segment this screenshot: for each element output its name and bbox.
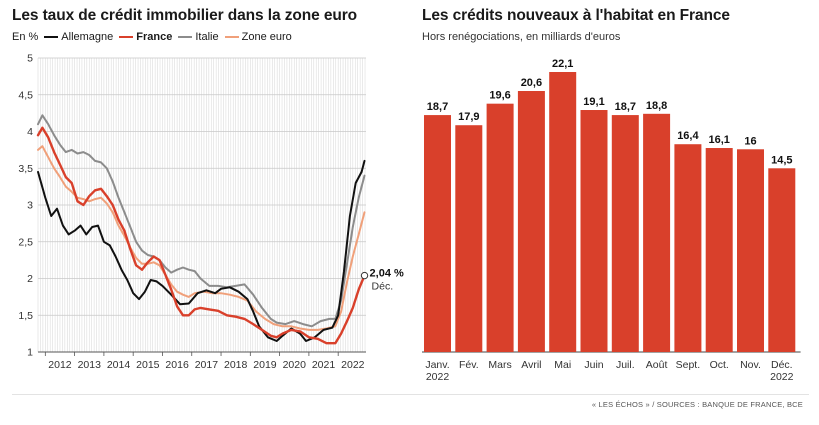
left-chart-title: Les taux de crédit immobilier dans la zo…	[12, 7, 358, 24]
x-tick-label: 2018	[224, 359, 248, 371]
bar-category-label: Juin	[584, 359, 603, 371]
bar-category-label: Juil.	[616, 359, 635, 371]
legend-label-italy: Italie	[195, 31, 219, 43]
legend-item-eurozone: Zone euro	[224, 31, 292, 43]
bar	[674, 144, 702, 352]
bar-value-label: 18,8	[646, 100, 667, 112]
bar-category-label: Fév.	[459, 359, 479, 371]
bar-value-label: 18,7	[615, 101, 636, 113]
y-tick-label: 2	[27, 273, 33, 285]
legend-swatch-italy	[178, 35, 193, 39]
bar-value-label: 18,7	[427, 101, 448, 113]
y-tick-label: 4	[27, 126, 33, 138]
bar-value-label: 16	[744, 135, 756, 147]
bar-category-label: Nov.	[740, 359, 761, 371]
bar-category-label: Mars	[488, 359, 511, 371]
y-tick-label: 4,5	[18, 89, 33, 101]
x-tick-label: 2012	[48, 359, 72, 371]
x-tick-label: 2013	[78, 359, 102, 371]
bar-value-label: 20,6	[521, 77, 542, 89]
bar-value-label: 17,9	[458, 111, 479, 123]
bar-value-label: 19,1	[583, 96, 604, 108]
bar	[486, 103, 514, 352]
right-chart-subtitle: Hors renégociations, en milliards d'euro…	[422, 31, 621, 43]
bar-category-label: Mai	[554, 359, 571, 371]
bar-category-label: Oct.	[710, 359, 729, 371]
annotation-marker	[360, 271, 369, 280]
legend-label-france: France	[136, 31, 173, 43]
bar-category-label: 2022	[426, 371, 450, 383]
legend-item-france: France	[119, 31, 172, 43]
bar-value-label: 14,5	[771, 154, 792, 166]
bar-category-label: Avril	[521, 359, 541, 371]
unit-label: En %	[12, 31, 39, 43]
footer-divider	[12, 394, 809, 395]
annotation-month: Déc.	[372, 281, 394, 293]
y-tick-label: 3,5	[18, 163, 33, 175]
x-tick-label: 2021	[312, 359, 336, 371]
bar-value-label: 16,1	[708, 134, 729, 146]
y-tick-label: 3	[27, 200, 33, 212]
bar	[580, 110, 608, 352]
bar	[643, 113, 671, 352]
x-tick-label: 2016	[165, 359, 189, 371]
legend-swatch-eurozone	[224, 35, 239, 39]
bar	[455, 125, 483, 352]
legend-item-germany: Allemagne	[44, 31, 113, 43]
line-chart-legend: En % Allemagne France Italie Zone euro	[12, 31, 298, 43]
bar-category-label: Déc.	[771, 359, 793, 371]
bar-value-label: 22,1	[552, 58, 573, 70]
bar	[549, 72, 577, 352]
legend-label-eurozone: Zone euro	[241, 31, 292, 43]
bar	[517, 91, 545, 353]
bar	[768, 168, 796, 352]
y-tick-label: 1,5	[18, 310, 33, 322]
bar	[705, 148, 733, 352]
x-tick-label: 2022	[341, 359, 365, 371]
bar	[737, 149, 764, 352]
x-tick-label: 2014	[107, 359, 131, 371]
legend-label-germany: Allemagne	[61, 31, 114, 43]
x-tick-label: 2020	[283, 359, 307, 371]
bar-category-label: Janv.	[425, 359, 449, 371]
y-tick-label: 5	[27, 53, 33, 65]
legend-item-italy: Italie	[178, 31, 219, 43]
bar-category-label: Sept.	[676, 359, 701, 371]
y-tick-label: 2,5	[18, 236, 33, 248]
bar-value-label: 19,6	[489, 90, 510, 102]
bar-category-label: 2022	[770, 371, 794, 383]
annotation-value: 2,04 %	[370, 268, 404, 280]
bar-category-label: Août	[646, 359, 668, 371]
series-line-eurozone	[37, 145, 366, 331]
bar	[424, 115, 451, 352]
right-chart-title: Les crédits nouveaux à l'habitat en Fran…	[422, 7, 730, 24]
x-tick-label: 2019	[253, 359, 277, 371]
series-line-italy	[37, 114, 366, 328]
y-tick-label: 1	[27, 347, 33, 359]
source-note: « LES ÉCHOS » / SOURCES : BANQUE DE FRAN…	[591, 400, 803, 409]
legend-swatch-germany	[44, 35, 59, 39]
x-tick-label: 2017	[195, 359, 219, 371]
legend-swatch-france	[119, 35, 134, 39]
x-tick-label: 2015	[136, 359, 160, 371]
bar	[611, 115, 639, 352]
series-line-france	[36, 126, 366, 345]
bar-value-label: 16,4	[677, 130, 699, 142]
